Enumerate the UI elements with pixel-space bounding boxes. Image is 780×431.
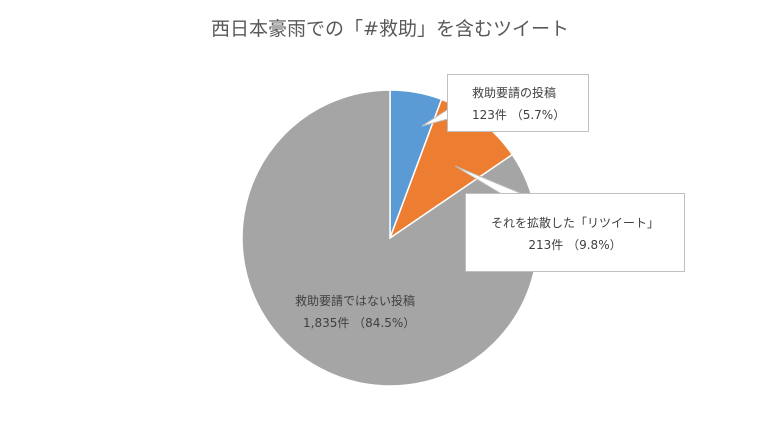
slice-value-label: 213件 （9.8%） [528,238,622,252]
chart-title: 西日本豪雨での「#救助」を含むツイート [211,18,569,40]
slice-label: それを拡散した「リツイート」 [490,216,659,230]
slice-label: 救助要請ではない投稿 [295,294,416,308]
slice-value-label: 1,835件 （84.5%） [303,316,416,330]
slice-value-label: 123件 （5.7%） [472,108,566,122]
callout-retweets: それを拡散した「リツイート」 213件 （9.8%） [465,193,685,272]
slice-label: 救助要請の投稿 [472,86,557,100]
callout-rescue-requests: 救助要請の投稿 123件 （5.7%） [447,74,589,132]
slice-label-other: 救助要請ではない投稿 1,835件 （84.5%） [295,290,415,334]
